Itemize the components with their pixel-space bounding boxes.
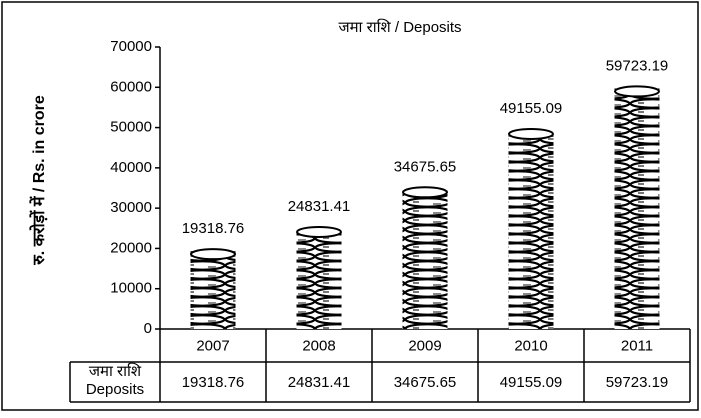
y-tick-label: 40000 bbox=[110, 159, 152, 176]
x-tick-label: 2007 bbox=[196, 337, 229, 354]
x-tick-label: 2010 bbox=[514, 337, 547, 354]
bar bbox=[614, 88, 660, 329]
data-label: 19318.76 bbox=[182, 220, 245, 237]
bar-cap bbox=[296, 225, 342, 238]
chart-title: जमा राशि / Deposits bbox=[338, 18, 461, 36]
bar-cap bbox=[190, 248, 236, 261]
table-value: 34675.65 bbox=[394, 374, 457, 391]
y-tick-label: 20000 bbox=[110, 239, 152, 256]
y-tick-label: 50000 bbox=[110, 119, 152, 136]
data-label: 49155.09 bbox=[500, 100, 563, 117]
data-label: 24831.41 bbox=[288, 198, 351, 215]
table-value: 59723.19 bbox=[606, 374, 669, 391]
data-label: 34675.65 bbox=[394, 158, 457, 175]
y-tick-label: 10000 bbox=[110, 280, 152, 297]
bar-cap bbox=[508, 127, 554, 140]
y-tick-label: 60000 bbox=[110, 78, 152, 95]
bar bbox=[508, 130, 554, 329]
bar bbox=[190, 251, 236, 329]
bar bbox=[296, 228, 342, 329]
x-tick-label: 2011 bbox=[621, 337, 653, 354]
y-tick-label: 70000 bbox=[110, 38, 152, 55]
bar bbox=[402, 189, 448, 329]
bar-cap bbox=[402, 186, 448, 199]
table-value: 24831.41 bbox=[288, 374, 351, 391]
table-value: 49155.09 bbox=[500, 374, 563, 391]
row-label: Deposits bbox=[86, 381, 144, 398]
row-label: जमा राशि bbox=[89, 362, 142, 380]
y-tick-label: 0 bbox=[144, 320, 152, 337]
y-tick-label: 30000 bbox=[110, 199, 152, 216]
data-label: 59723.19 bbox=[606, 57, 669, 74]
bar-cap bbox=[614, 85, 660, 98]
table-value: 19318.76 bbox=[182, 374, 245, 391]
x-tick-label: 2009 bbox=[408, 337, 441, 354]
x-tick-label: 2008 bbox=[302, 337, 335, 354]
frame bbox=[1, 1, 699, 411]
y-axis-label: रु. करोड़ों में / Rs. in crore bbox=[29, 95, 48, 266]
